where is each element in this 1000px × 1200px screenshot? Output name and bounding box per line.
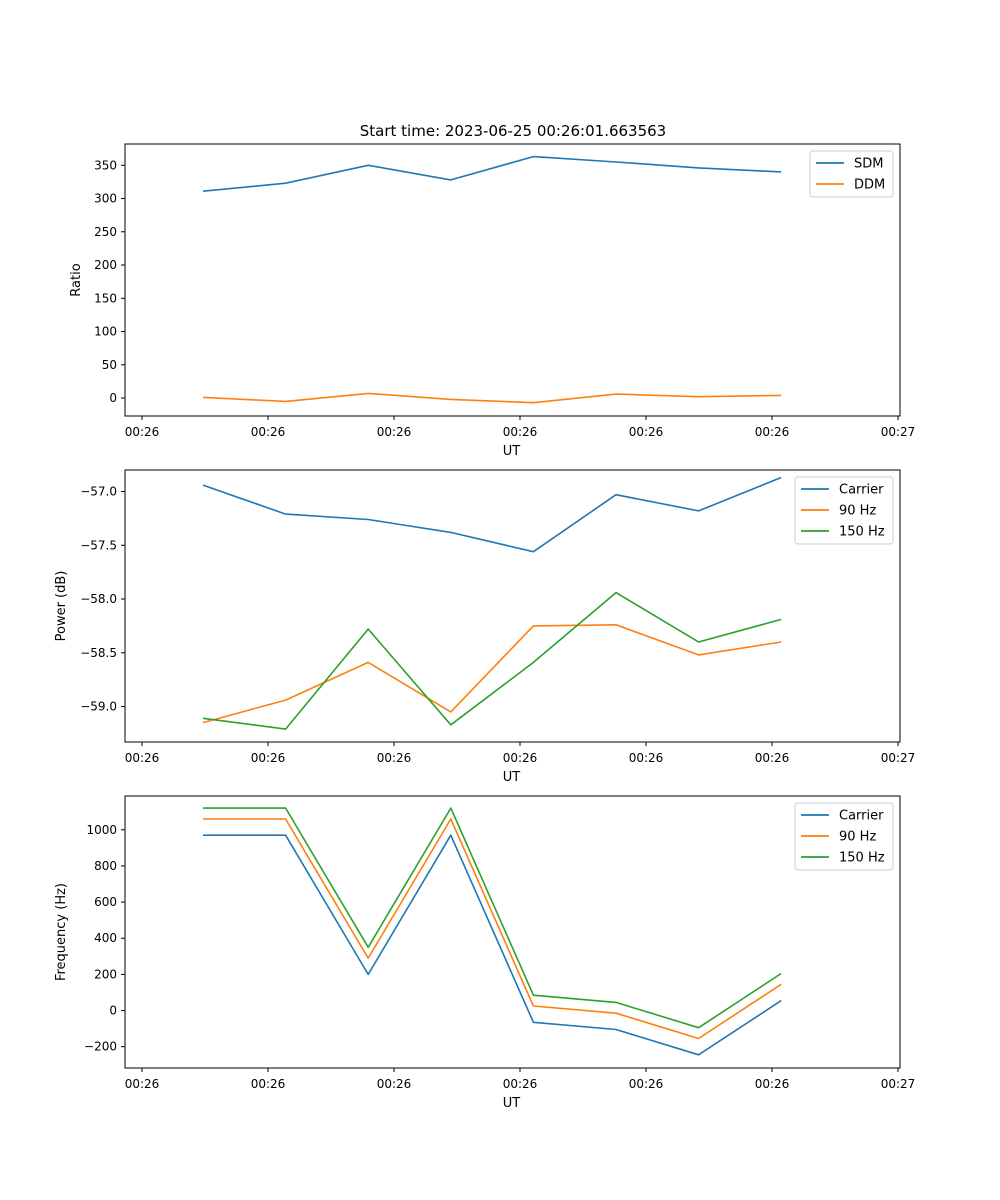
y-tick-label: −200 [84,1040,117,1054]
chart-panel-1: 00:26 00:26 00:26 00:26 00:26 00:26 00:27 0 50 10… [69,143,916,459]
x-tick-label: 00:26 [755,751,790,765]
series-line-carrier [203,834,782,1056]
y-tick-label: 50 [102,358,117,372]
legend-label: 150 Hz [839,851,885,866]
series-line-150-hz [202,591,782,730]
y-tick-label: 200 [94,258,117,272]
x-tick-label: 00:27 [881,425,916,439]
x-tick-label: 00:26 [755,425,790,439]
figure-title: Start time: 2023-06-25 00:26:01.663563 [360,122,666,140]
x-tick-label: 00:26 [629,751,664,765]
legend-box [794,476,894,545]
chart-panel-3: 00:26 00:26 00:26 00:26 00:26 00:26 00:27 −200 0… [54,795,916,1111]
series-line-sdm [202,155,782,192]
y-tick-label: −58.0 [80,592,117,606]
x-tick-label: 00:26 [251,1077,286,1091]
x-tick-label: 00:26 [377,751,412,765]
legend-label: Carrier [839,483,884,498]
y-tick-label: −58.5 [80,646,117,660]
y-tick-label: 600 [94,895,117,909]
x-axis-label: UT [503,444,521,459]
y-axis-label: Ratio [69,263,84,296]
y-tick-label: 1000 [86,823,117,837]
y-tick-label: 0 [109,391,117,405]
x-tick-label: 00:27 [881,751,916,765]
legend: SDM DDM [809,150,894,198]
series-line-90-hz [203,818,782,1040]
x-tick-label: 00:26 [503,1077,538,1091]
legend-label: 90 Hz [839,504,876,519]
y-tick-label: 200 [94,967,117,981]
x-axis-label: UT [503,770,521,785]
axes-frame [124,143,901,417]
y-tick-label: 0 [109,1004,117,1018]
chart-panel-2: 00:26 00:26 00:26 00:26 00:26 00:26 00:27 −59.0… [54,469,916,785]
y-tick-label: 350 [94,158,117,172]
x-tick-label: 00:27 [881,1077,916,1091]
y-tick-label: 250 [94,225,117,239]
legend-label: 90 Hz [839,830,876,845]
legend: Carrier 90 Hz 150 Hz [794,802,894,871]
legend-label: SDM [854,157,883,172]
x-tick-label: 00:26 [125,425,160,439]
y-tick-label: 100 [94,325,117,339]
y-tick-label: 400 [94,931,117,945]
y-tick-label: 300 [94,192,117,206]
series-line-carrier [202,476,782,553]
x-tick-label: 00:26 [251,751,286,765]
y-tick-label: −57.5 [80,538,117,552]
y-tick-label: 150 [94,291,117,305]
x-tick-label: 00:26 [503,751,538,765]
x-tick-label: 00:26 [755,1077,790,1091]
x-tick-label: 00:26 [125,751,160,765]
legend-box [794,802,894,871]
x-tick-label: 00:26 [251,425,286,439]
axes-frame [124,795,901,1069]
y-tick-label: −57.0 [80,485,117,499]
x-tick-label: 00:26 [503,425,538,439]
y-axis-label: Frequency (Hz) [54,883,69,981]
series-line-ddm [202,392,782,404]
x-tick-label: 00:26 [377,1077,412,1091]
series-line-90-hz [202,623,782,724]
x-tick-label: 00:26 [125,1077,160,1091]
legend-label: DDM [854,178,885,193]
y-axis-label: Power (dB) [54,571,69,642]
x-tick-label: 00:26 [629,1077,664,1091]
x-axis-label: UT [503,1096,521,1111]
legend: Carrier 90 Hz 150 Hz [794,476,894,545]
legend-label: Carrier [839,809,884,824]
y-tick-label: 800 [94,859,117,873]
panels: 00:26 00:26 00:26 00:26 00:26 00:26 00:27 0 50 10… [54,143,916,1111]
axes-frame [124,469,901,743]
series-line-150-hz [203,807,782,1029]
legend-label: 150 Hz [839,525,885,540]
x-tick-label: 00:26 [377,425,412,439]
x-tick-label: 00:26 [629,425,664,439]
y-tick-label: −59.0 [80,700,117,714]
